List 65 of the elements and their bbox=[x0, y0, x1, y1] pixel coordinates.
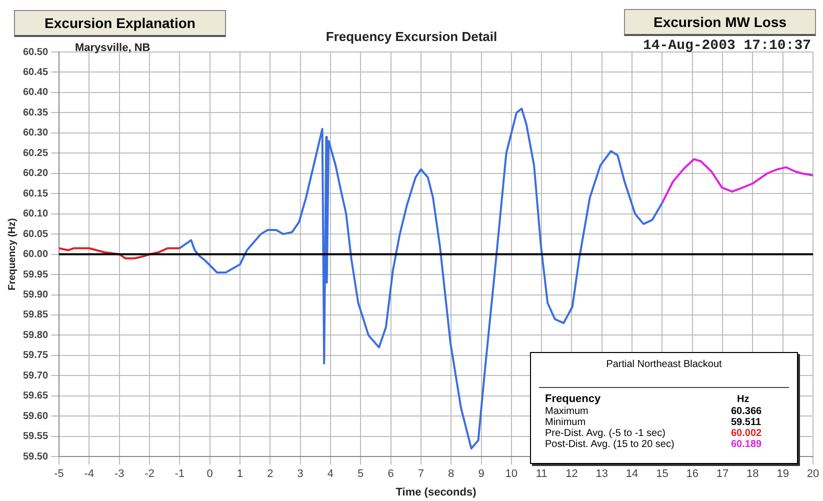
x-tick-label: 20 bbox=[806, 468, 820, 480]
y-tick-label: 59.70 bbox=[22, 370, 48, 382]
x-tick-label: 11 bbox=[536, 468, 548, 480]
x-tick-label: 2 bbox=[267, 468, 274, 480]
chart-title: Frequency Excursion Detail bbox=[326, 29, 498, 44]
annotation: 60.002 bbox=[731, 428, 762, 439]
y-tick-label: 59.75 bbox=[22, 350, 48, 362]
y-tick-label: 60.05 bbox=[22, 228, 48, 240]
x-tick-label: 18 bbox=[746, 468, 759, 480]
y-axis-title: Frequency (Hz) bbox=[6, 218, 18, 290]
x-tick-label: 14 bbox=[626, 468, 638, 480]
x-tick-label: 1 bbox=[236, 468, 244, 480]
annotation: 59.511 bbox=[731, 417, 762, 428]
x-tick-label: 7 bbox=[418, 468, 424, 480]
annotation: Pre-Dist. Avg. (-5 to -1 sec) bbox=[545, 428, 666, 439]
annotation: 60.366 bbox=[731, 406, 762, 417]
x-tick-label: 19 bbox=[776, 468, 789, 480]
y-tick-label: 59.85 bbox=[22, 310, 48, 321]
x-axis-title: Time (seconds) bbox=[396, 486, 477, 498]
y-tick-label: 60.10 bbox=[22, 208, 48, 220]
x-tick-label: 5 bbox=[358, 468, 364, 480]
y-tick-label: 60.35 bbox=[22, 107, 48, 118]
annotation: Partial Northeast Blackout bbox=[605, 359, 723, 370]
x-tick-label: 6 bbox=[388, 468, 394, 480]
x-tick-label: 13 bbox=[596, 468, 608, 480]
x-tick-label: 12 bbox=[566, 468, 578, 480]
x-tick-label: -1 bbox=[174, 468, 185, 480]
x-tick-label: 4 bbox=[327, 468, 334, 480]
y-tick-label: 59.50 bbox=[22, 451, 48, 462]
y-tick-label: 60.40 bbox=[22, 87, 48, 98]
x-tick-label: -2 bbox=[144, 468, 154, 480]
annotation: Minimum bbox=[545, 417, 586, 428]
x-tick-label: 15 bbox=[656, 468, 668, 480]
y-tick-label: 60.20 bbox=[22, 168, 48, 180]
annotation: Frequency bbox=[545, 393, 601, 405]
y-tick-label: 60.30 bbox=[22, 128, 48, 139]
y-tick-label: 60.15 bbox=[22, 188, 48, 200]
text: Excursion Explanation bbox=[14, 10, 226, 37]
annotation: 14-Aug-2003 17:10:37 bbox=[642, 38, 811, 54]
x-tick-label: -4 bbox=[84, 468, 94, 480]
y-tick-label: 59.60 bbox=[22, 410, 48, 422]
y-tick-label: 59.90 bbox=[22, 290, 48, 301]
x-tick-label: -3 bbox=[114, 468, 124, 480]
y-tick-label: 59.80 bbox=[22, 330, 48, 341]
x-tick-label: -5 bbox=[54, 468, 64, 480]
y-tick-label: 59.55 bbox=[22, 431, 48, 442]
x-tick-label: 3 bbox=[297, 468, 304, 480]
y-tick-label: 60.00 bbox=[22, 249, 48, 260]
x-tick-label: 10 bbox=[505, 468, 518, 480]
annotation: Maximum bbox=[545, 406, 588, 417]
x-tick-label: 8 bbox=[448, 468, 454, 480]
annotation: 60.189 bbox=[731, 439, 762, 450]
x-tick-label: 17 bbox=[716, 468, 729, 480]
y-tick-label: 60.25 bbox=[22, 148, 48, 159]
x-tick-label: 9 bbox=[478, 468, 484, 480]
text: Excursion MW Loss bbox=[624, 9, 816, 36]
x-tick-label: 16 bbox=[686, 468, 698, 480]
y-tick-label: 59.95 bbox=[22, 269, 48, 280]
chart-subtitle: Marysville, NB bbox=[75, 42, 150, 54]
y-tick-label: 59.65 bbox=[22, 390, 48, 402]
annotation: Post-Dist. Avg. (15 to 20 sec) bbox=[545, 439, 674, 450]
x-tick-label: 0 bbox=[206, 468, 213, 480]
annotation: Hz bbox=[737, 394, 750, 405]
y-tick-label: 60.45 bbox=[22, 66, 48, 78]
y-tick-label: 60.50 bbox=[22, 46, 48, 58]
